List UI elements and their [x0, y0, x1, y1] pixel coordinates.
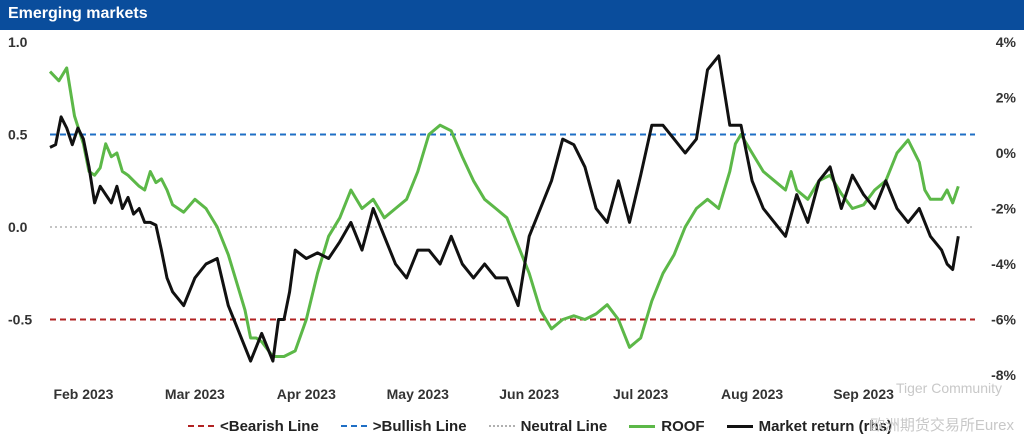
legend-item-roof: ROOF [629, 417, 705, 435]
legend-swatch-bullish [340, 425, 367, 427]
legend-swatch-neutral [488, 425, 515, 427]
y-left-tick-label: -0.5 [8, 312, 32, 328]
x-tick-label: Jun 2023 [499, 386, 559, 402]
chart-legend: <Bearish Line >Bullish Line Neutral Line… [188, 415, 892, 437]
chart-title: Emerging markets [8, 5, 148, 22]
legend-item-neutral: Neutral Line [488, 417, 608, 435]
legend-label-bearish: <Bearish Line [220, 417, 319, 435]
line-chart: 1.0 0.5 0.0 -0.5 4% 2% 0% -2% -4% -6% -8% Feb 2023 M… [8, 34, 1017, 402]
legend-swatch-roof [629, 424, 656, 428]
y-right-tick-label: 4% [996, 34, 1017, 50]
x-tick-label: Jul 2023 [613, 386, 668, 402]
x-tick-label: Sep 2023 [833, 386, 894, 402]
legend-label-neutral: Neutral Line [520, 417, 608, 435]
legend-swatch-bearish [188, 425, 214, 427]
legend-label-bullish: >Bullish Line [372, 417, 467, 435]
x-tick-label: Mar 2023 [165, 386, 225, 402]
market-return-line [49, 54, 960, 363]
y-left-tick-label: 0.0 [8, 219, 28, 235]
x-tick-label: Feb 2023 [53, 386, 113, 402]
y-right-tick-label: -6% [991, 312, 1016, 328]
y-right-tick-label: 0% [996, 145, 1017, 161]
legend-item-bearish: <Bearish Line [188, 418, 319, 435]
legend-label-market: Market return (rhs) [758, 417, 892, 435]
roof-line [48, 66, 960, 358]
chart-header: Emerging markets [0, 0, 1024, 30]
legend-swatch-market [726, 424, 753, 428]
watermark-community: Tiger Community [895, 380, 1002, 396]
x-tick-label: Aug 2023 [721, 386, 783, 402]
watermark-eurex: 欧洲期货交易所Eurex [869, 417, 1014, 434]
y-left-tick-label: 0.5 [8, 127, 28, 143]
legend-label-roof: ROOF [661, 417, 705, 435]
x-tick-label: May 2023 [387, 386, 449, 402]
x-tick-label: Apr 2023 [277, 386, 336, 402]
y-right-tick-label: 2% [996, 90, 1017, 106]
y-right-tick-label: -8% [991, 367, 1016, 383]
y-right-tick-label: -4% [991, 256, 1016, 272]
legend-item-bullish: >Bullish Line [340, 417, 467, 435]
legend-item-market: Market return (rhs) [726, 417, 892, 435]
y-right-tick-label: -2% [991, 201, 1016, 217]
y-left-tick-label: 1.0 [8, 34, 28, 50]
